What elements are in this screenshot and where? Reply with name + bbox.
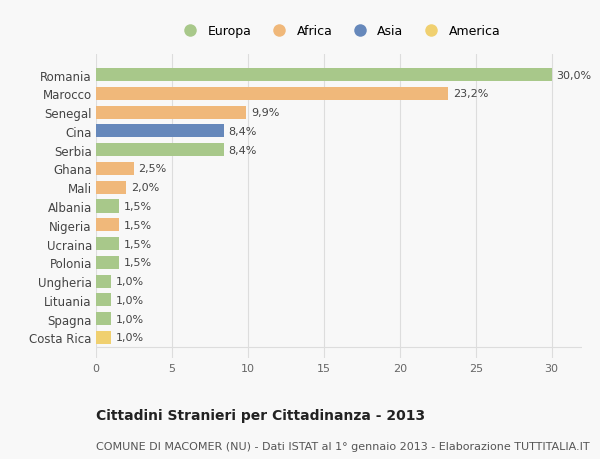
Text: 30,0%: 30,0% (556, 70, 592, 80)
Bar (96, 237, 119, 251)
Bar (96, 294, 111, 307)
Text: 1,5%: 1,5% (124, 258, 151, 268)
Text: COMUNE DI MACOMER (NU) - Dati ISTAT al 1° gennaio 2013 - Elaborazione TUTTITALIA: COMUNE DI MACOMER (NU) - Dati ISTAT al 1… (96, 441, 590, 451)
Text: 1,5%: 1,5% (124, 239, 151, 249)
Bar (96, 313, 111, 325)
Bar (96, 275, 111, 288)
Text: 23,2%: 23,2% (453, 89, 488, 99)
Bar (96, 144, 224, 157)
Legend: Europa, Africa, Asia, America: Europa, Africa, Asia, America (178, 25, 500, 38)
Text: 1,5%: 1,5% (124, 220, 151, 230)
Bar (96, 256, 119, 269)
Text: 1,0%: 1,0% (116, 276, 144, 286)
Text: 8,4%: 8,4% (228, 146, 257, 155)
Text: 1,0%: 1,0% (116, 333, 144, 343)
Bar (96, 181, 127, 194)
Bar (96, 125, 224, 138)
Text: 2,0%: 2,0% (131, 183, 159, 193)
Bar (96, 162, 134, 176)
Text: 9,9%: 9,9% (251, 108, 279, 118)
Text: 2,5%: 2,5% (139, 164, 167, 174)
Bar (96, 69, 551, 82)
Text: 8,4%: 8,4% (228, 127, 257, 137)
Text: 1,0%: 1,0% (116, 314, 144, 324)
Bar (96, 331, 111, 344)
Text: 1,0%: 1,0% (116, 295, 144, 305)
Bar (96, 200, 119, 213)
Bar (96, 88, 448, 101)
Text: 1,5%: 1,5% (124, 202, 151, 212)
Bar (96, 106, 247, 119)
Bar (96, 219, 119, 232)
Text: Cittadini Stranieri per Cittadinanza - 2013: Cittadini Stranieri per Cittadinanza - 2… (96, 409, 425, 422)
